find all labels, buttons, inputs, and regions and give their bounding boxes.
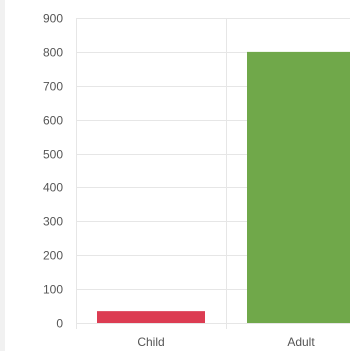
x-tick-label-child: Child [137, 335, 164, 349]
x-tick-label-adult: Adult [287, 335, 315, 349]
x-axis: Child Adult [137, 335, 315, 349]
bar-adult [247, 51, 350, 324]
y-tick-label-0: 0 [56, 317, 63, 331]
y-tick-label-500: 500 [43, 148, 63, 162]
bar-child [97, 311, 205, 323]
panel-left-border [0, 0, 5, 351]
y-tick-label-400: 400 [43, 181, 63, 195]
y-tick-label-100: 100 [43, 283, 63, 297]
y-axis: 0 100 200 300 400 500 600 700 800 900 [43, 12, 63, 331]
y-tick-label-600: 600 [43, 114, 63, 128]
y-tick-label-200: 200 [43, 249, 63, 263]
y-tick-label-800: 800 [43, 46, 63, 60]
bars [97, 51, 350, 324]
y-tick-label-700: 700 [43, 80, 63, 94]
y-tick-label-300: 300 [43, 215, 63, 229]
y-tick-label-900: 900 [43, 12, 63, 26]
